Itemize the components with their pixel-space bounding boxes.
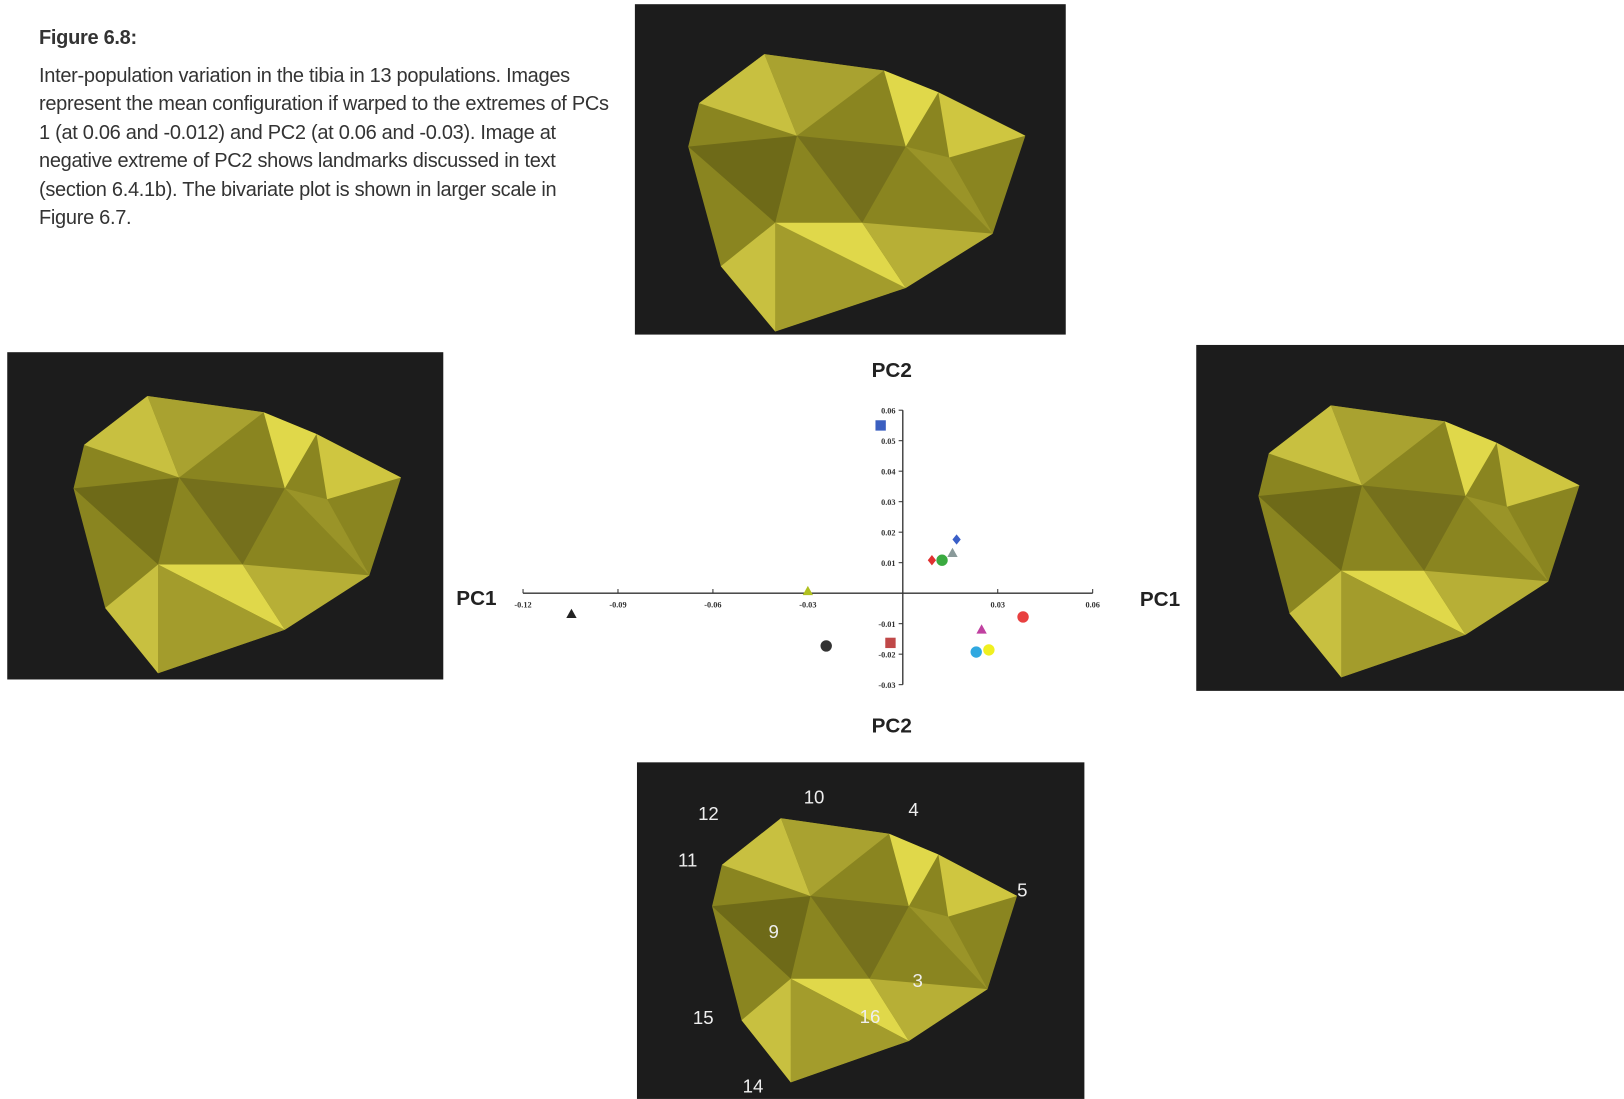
data-point: [947, 547, 958, 558]
landmark-label: 9: [768, 921, 778, 942]
data-point: [802, 585, 814, 596]
landmark-label: 16: [860, 1006, 881, 1027]
data-point: [976, 624, 987, 634]
x-tick-label: -0.06: [704, 601, 721, 610]
y-axis-title: PC2: [872, 714, 912, 737]
data-point: [927, 555, 937, 566]
landmark-label: 15: [693, 1007, 714, 1028]
landmark-label: 14: [743, 1075, 764, 1096]
y-tick-label: 0.02: [881, 528, 895, 537]
x-axis-title: PC1: [456, 587, 496, 610]
scatter-plot: PC2 PC2 PC1 PC1 -0.12 -0.09 -0.06 -0.03 0.03…: [456, 359, 1180, 737]
data-point: [936, 554, 948, 566]
landmark-label: 10: [804, 787, 825, 808]
landmark-label: 12: [698, 803, 719, 824]
x-tick-label: 0.03: [991, 601, 1005, 610]
data-point: [983, 644, 995, 656]
y-tick-label: 0.03: [881, 498, 895, 507]
landmark-label: 11: [678, 850, 697, 871]
x-tick-label: 0.06: [1085, 601, 1099, 610]
y-tick-label: -0.03: [878, 681, 895, 690]
x-tick-label: -0.09: [609, 601, 626, 610]
landmark-label: 4: [908, 799, 918, 820]
landmark-label: 3: [912, 970, 922, 991]
data-point: [875, 420, 886, 431]
y-tick-label: 0.04: [881, 467, 895, 476]
caption-text: Inter-population variation in the tibia …: [39, 64, 609, 230]
data-point: [566, 608, 577, 619]
y-tick-label: -0.02: [878, 650, 895, 659]
x-tick-label: -0.12: [514, 601, 531, 610]
caption-title: Figure 6.8:: [39, 27, 137, 49]
data-point: [952, 534, 961, 545]
x-axis-title: PC1: [1140, 588, 1180, 611]
data-point: [970, 646, 982, 658]
x-tick-label: -0.03: [799, 601, 816, 610]
data-point: [820, 640, 832, 652]
y-tick-label: 0.06: [881, 406, 895, 415]
y-tick-label: 0.01: [881, 559, 895, 568]
y-axis-title: PC2: [872, 359, 912, 382]
landmark-labels: 12 10 4 11 5 9 3 15 16 14: [678, 787, 1027, 1097]
data-point: [1017, 611, 1029, 623]
y-tick-label: -0.01: [878, 620, 895, 629]
y-tick-label: 0.05: [881, 437, 895, 446]
data-point: [885, 637, 896, 649]
landmark-label: 5: [1017, 880, 1027, 901]
caption: Figure 6.8: Inter-population variation i…: [39, 24, 609, 233]
